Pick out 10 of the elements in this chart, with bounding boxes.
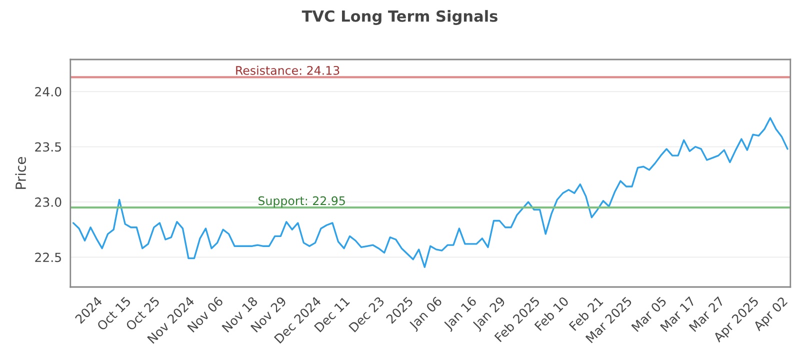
y-tick-label: 23.5: [35, 142, 61, 152]
ref-line-label: Support: 22.95: [258, 196, 345, 208]
y-tick-label: 22.5: [35, 252, 61, 262]
x-tick-label: Dec 23: [348, 296, 385, 332]
y-tick-label: 23.0: [35, 197, 62, 207]
chart-title: TVC Long Term Signals: [302, 10, 498, 25]
y-axis-title: Price: [15, 157, 26, 189]
ref-line-label: Resistance: 24.13: [236, 66, 340, 75]
line-series: [72, 117, 788, 268]
y-tick-label: 24.0: [35, 87, 62, 96]
